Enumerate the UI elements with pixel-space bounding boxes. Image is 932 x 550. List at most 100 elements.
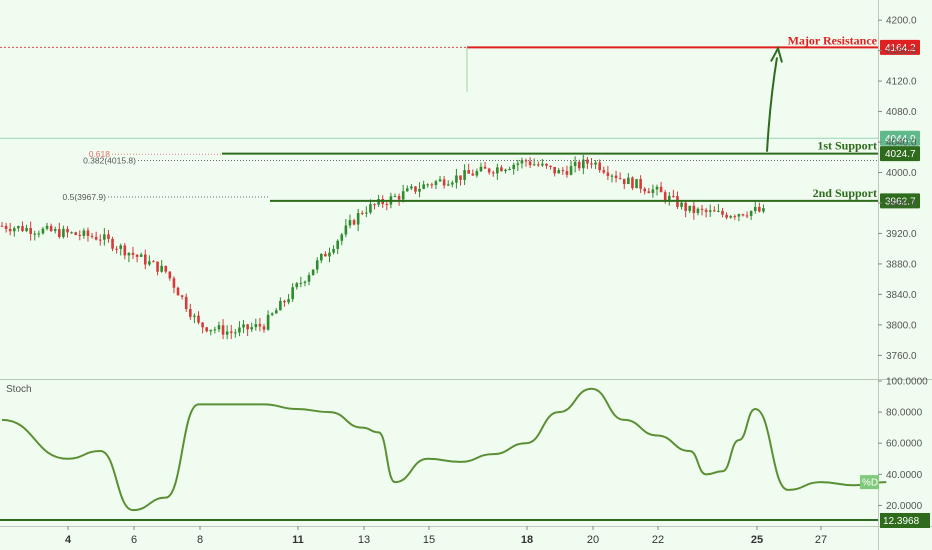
second-support-tag[interactable]: 3962.7 bbox=[880, 193, 920, 209]
candle-body bbox=[463, 170, 466, 180]
candle-body bbox=[336, 240, 339, 249]
stoch-tick-label: 20.0000 bbox=[886, 501, 923, 512]
first-support-label: 1st Support bbox=[817, 139, 877, 153]
candle-body bbox=[745, 215, 749, 217]
candle-body bbox=[467, 170, 470, 174]
candle-body bbox=[225, 331, 229, 335]
candle-body bbox=[639, 179, 642, 189]
candle-body bbox=[221, 325, 225, 335]
candle-body bbox=[422, 184, 425, 189]
candle-body bbox=[733, 216, 737, 218]
stoch-pane[interactable]: %D 12.3968 bbox=[0, 380, 930, 528]
price-tick-label: 4160.0 bbox=[886, 46, 917, 57]
candle-body bbox=[577, 161, 581, 169]
candle-body bbox=[541, 163, 544, 166]
candle-body bbox=[94, 236, 98, 240]
candle-body bbox=[279, 300, 282, 311]
candle-body bbox=[12, 228, 16, 232]
candle-body bbox=[164, 265, 168, 272]
price-tick-label: 3960.0 bbox=[886, 198, 917, 209]
stoch-d-tag bbox=[860, 475, 879, 490]
candle-body bbox=[160, 265, 163, 272]
candle-body bbox=[82, 230, 86, 236]
time-axis[interactable]: 4 6 8 11 13 15 18 20 22 25 27 bbox=[65, 526, 827, 546]
candle-body bbox=[651, 189, 655, 194]
second-support-tag-bg bbox=[880, 193, 920, 209]
candle-body bbox=[184, 296, 188, 310]
candle-body bbox=[311, 269, 315, 276]
candle-body bbox=[414, 186, 417, 192]
stoch-last-tag[interactable] bbox=[880, 513, 930, 528]
candle-body bbox=[496, 167, 499, 174]
price-levels[interactable]: Major Resistance 1st Support 2nd Support 41… bbox=[0, 33, 920, 209]
candle-body bbox=[287, 299, 290, 303]
candle-body bbox=[66, 228, 69, 233]
candle-body bbox=[721, 210, 724, 215]
first-support-tag[interactable]: 4024.7 bbox=[880, 146, 920, 162]
major-resistance-tag[interactable]: 4164.2 bbox=[880, 39, 920, 55]
candle-body bbox=[582, 159, 585, 169]
candle-body bbox=[446, 184, 450, 186]
candle-body bbox=[418, 188, 421, 192]
candle-body bbox=[385, 204, 389, 206]
candle-body bbox=[41, 228, 45, 234]
candle-body bbox=[659, 186, 663, 193]
candle-body bbox=[193, 315, 196, 317]
candle-body bbox=[451, 182, 454, 185]
price-tick-label: 4000.0 bbox=[886, 168, 917, 179]
x-tick-label: 13 bbox=[358, 534, 370, 546]
candle-body bbox=[197, 315, 200, 323]
stoch-axis[interactable]: 100.0000 80.0000 60.0000 40.0000 20.0000 bbox=[878, 377, 928, 512]
candle-body bbox=[135, 254, 139, 257]
stoch-tick-label: 100.0000 bbox=[886, 377, 928, 388]
price-tick-label: 4080.0 bbox=[886, 107, 917, 118]
price-tick-label: 3760.0 bbox=[886, 351, 917, 362]
projection-arrowhead bbox=[770, 45, 783, 63]
candle-body bbox=[344, 225, 348, 235]
projection-arrow bbox=[766, 57, 778, 152]
candle-body bbox=[0, 225, 4, 227]
price-tick-label: 4120.0 bbox=[886, 77, 917, 88]
candle-body bbox=[45, 225, 49, 229]
candle-body bbox=[78, 234, 82, 236]
candle-body bbox=[536, 164, 540, 166]
candle-body bbox=[148, 261, 151, 265]
first-support-tag-bg bbox=[880, 146, 920, 162]
x-tick-label: 27 bbox=[815, 534, 827, 546]
current-price-tag[interactable]: 4044.9 bbox=[880, 130, 920, 146]
candle-body bbox=[258, 324, 262, 327]
x-tick-label: 25 bbox=[751, 534, 763, 546]
candle-body bbox=[434, 181, 438, 186]
candle-body bbox=[332, 248, 335, 253]
price-tick-label: 4200.0 bbox=[886, 16, 917, 27]
price-tick-label: 3880.0 bbox=[886, 259, 917, 270]
candle-body bbox=[532, 164, 536, 166]
price-tick-label: 3840.0 bbox=[886, 290, 917, 301]
x-tick-label: 11 bbox=[292, 534, 304, 546]
candle-body bbox=[123, 245, 127, 256]
x-tick-label: 8 bbox=[197, 534, 203, 546]
candle-body bbox=[369, 204, 372, 213]
candle-body bbox=[49, 225, 53, 232]
candle-body bbox=[631, 177, 634, 189]
candle-body bbox=[250, 327, 254, 330]
candle-body bbox=[152, 261, 155, 263]
candle-body bbox=[708, 210, 712, 212]
candle-body bbox=[586, 159, 589, 164]
major-resistance-tag-bg bbox=[880, 39, 920, 55]
candle-body bbox=[254, 324, 258, 328]
fib-label: 0.5(3967.9) bbox=[63, 192, 107, 202]
candle-body bbox=[672, 195, 675, 197]
candle-body bbox=[98, 239, 102, 241]
candle-body bbox=[405, 188, 409, 192]
candle-body bbox=[397, 196, 401, 200]
price-axis[interactable]: 4200.0 4160.0 4120.0 4080.0 4040.0 4000.0 3960… bbox=[878, 16, 917, 362]
candle-body bbox=[500, 167, 503, 172]
candle-body bbox=[295, 283, 299, 288]
x-tick-label: 6 bbox=[131, 534, 137, 546]
candle-body bbox=[315, 260, 319, 270]
candle-body bbox=[762, 208, 765, 212]
candle-body bbox=[348, 220, 352, 226]
